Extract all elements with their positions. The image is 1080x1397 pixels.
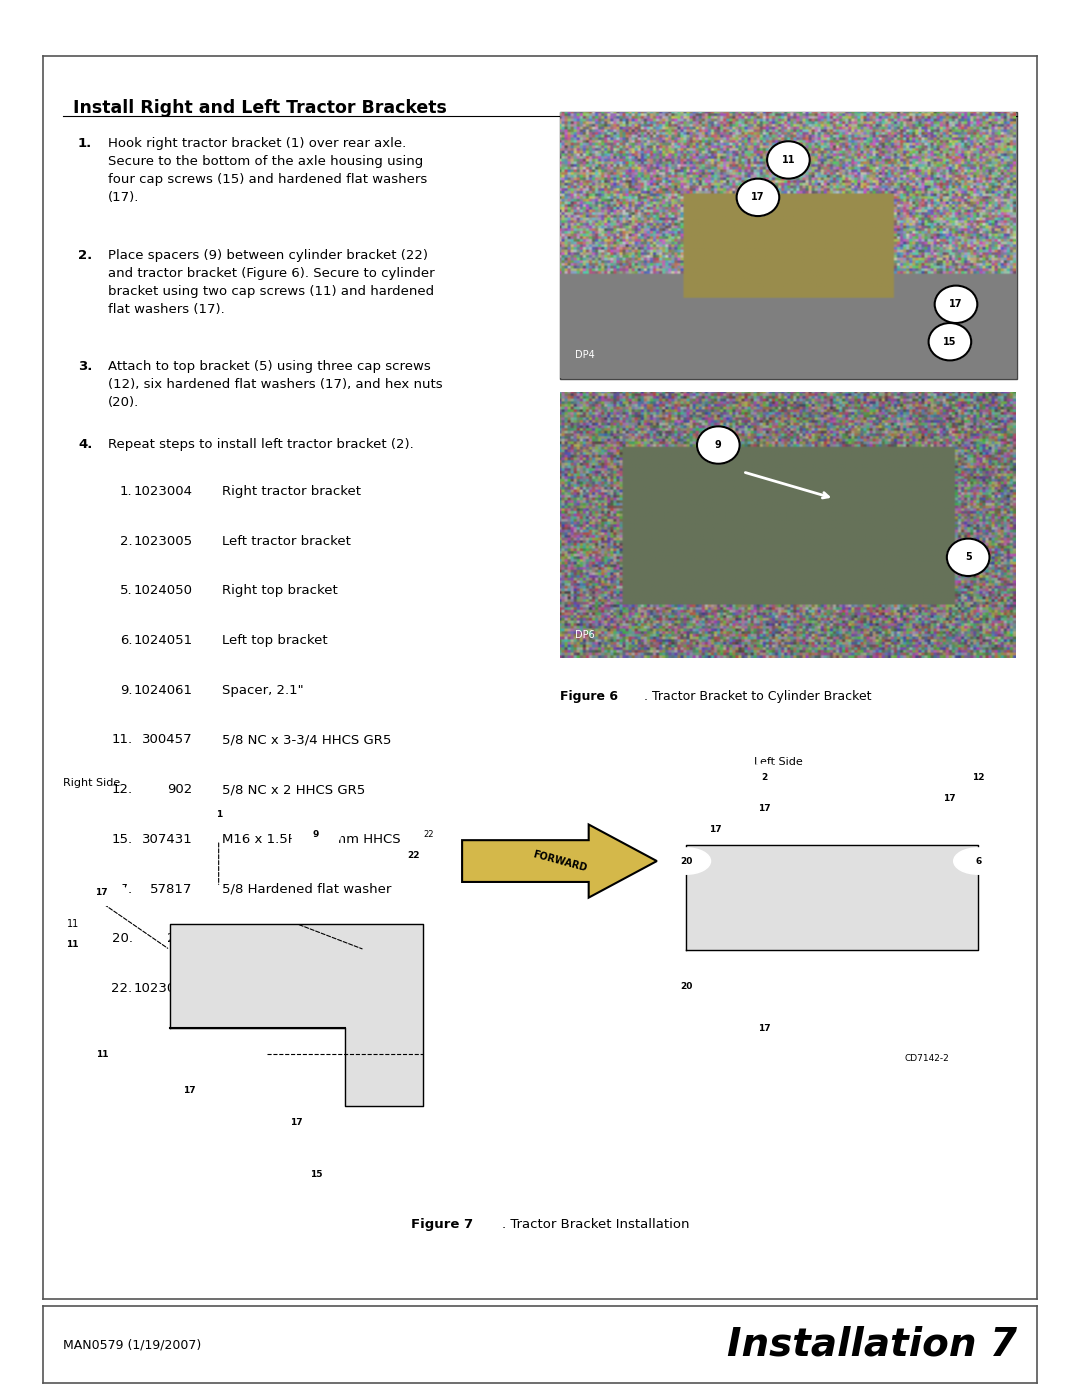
Circle shape bbox=[662, 848, 711, 875]
Circle shape bbox=[662, 974, 711, 999]
Circle shape bbox=[165, 1077, 214, 1104]
Text: 1: 1 bbox=[216, 809, 221, 819]
Text: 9: 9 bbox=[313, 830, 320, 840]
Circle shape bbox=[272, 1109, 321, 1136]
Text: CD7142-2: CD7142-2 bbox=[904, 1055, 949, 1063]
Text: Right Side: Right Side bbox=[63, 778, 120, 788]
FancyBboxPatch shape bbox=[559, 112, 1017, 379]
Text: 12.: 12. bbox=[111, 784, 133, 796]
Text: 300457: 300457 bbox=[141, 733, 192, 746]
Text: Repeat steps to install left tractor bracket (2).: Repeat steps to install left tractor bra… bbox=[108, 437, 414, 451]
Text: DP4: DP4 bbox=[576, 351, 595, 360]
Text: 11: 11 bbox=[67, 919, 79, 929]
Text: 11.: 11. bbox=[111, 733, 133, 746]
Text: 4.: 4. bbox=[78, 437, 93, 451]
Text: 17: 17 bbox=[758, 1024, 770, 1032]
Text: 1024061: 1024061 bbox=[133, 683, 192, 697]
Text: 1023005: 1023005 bbox=[133, 535, 192, 548]
Text: 57817: 57817 bbox=[150, 883, 192, 895]
Text: 1.: 1. bbox=[78, 137, 92, 149]
Text: 9: 9 bbox=[715, 440, 721, 450]
Text: . Right Tractor Bracket Installed, Bottom: . Right Tractor Bracket Installed, Botto… bbox=[645, 411, 895, 423]
Text: Right top bracket: Right top bracket bbox=[222, 584, 338, 598]
Text: FORWARD: FORWARD bbox=[531, 849, 588, 873]
Circle shape bbox=[947, 539, 989, 576]
Text: 17: 17 bbox=[708, 826, 721, 834]
Text: 12: 12 bbox=[972, 773, 985, 782]
Text: Cylinder bracket: Cylinder bracket bbox=[222, 982, 332, 995]
Text: 1024050: 1024050 bbox=[133, 584, 192, 598]
Polygon shape bbox=[170, 923, 423, 1106]
Text: 15.: 15. bbox=[111, 833, 133, 847]
Circle shape bbox=[740, 796, 788, 821]
Text: 902: 902 bbox=[167, 784, 192, 796]
Circle shape bbox=[389, 842, 437, 869]
Circle shape bbox=[737, 179, 780, 217]
Text: 1023004: 1023004 bbox=[133, 485, 192, 497]
Circle shape bbox=[78, 1041, 126, 1067]
Text: 20.: 20. bbox=[111, 932, 133, 946]
Text: Figure 6: Figure 6 bbox=[559, 690, 618, 703]
Text: 307431: 307431 bbox=[141, 833, 192, 847]
Text: . Tractor Bracket Installation: . Tractor Bracket Installation bbox=[502, 1218, 690, 1231]
Circle shape bbox=[934, 285, 977, 323]
Text: 17: 17 bbox=[943, 793, 956, 803]
Text: 5/8 NC x 3-3/4 HHCS GR5: 5/8 NC x 3-3/4 HHCS GR5 bbox=[222, 733, 391, 746]
Text: Figure 7: Figure 7 bbox=[410, 1218, 473, 1231]
Text: 3.: 3. bbox=[78, 360, 93, 373]
Text: M16 x 1.5P x 45 mm HHCS: M16 x 1.5P x 45 mm HHCS bbox=[222, 833, 401, 847]
Polygon shape bbox=[686, 845, 978, 950]
Text: 20: 20 bbox=[680, 982, 692, 990]
Text: 2.: 2. bbox=[78, 249, 92, 261]
Text: MAN0579 (1/19/2007): MAN0579 (1/19/2007) bbox=[63, 1338, 201, 1351]
Text: 22: 22 bbox=[423, 830, 434, 840]
Text: Hook right tractor bracket (1) over rear axle.
Secure to the bottom of the axle : Hook right tractor bracket (1) over rear… bbox=[108, 137, 427, 204]
Text: Place spacers (9) between cylinder bracket (22)
and tractor bracket (Figure 6). : Place spacers (9) between cylinder brack… bbox=[108, 249, 434, 316]
Circle shape bbox=[740, 1016, 788, 1041]
Text: 2.: 2. bbox=[120, 535, 133, 548]
Text: 5/8 NC x 2 HHCS GR5: 5/8 NC x 2 HHCS GR5 bbox=[222, 784, 365, 796]
Text: Attach to top bracket (5) using three cap screws
(12), six hardened flat washers: Attach to top bracket (5) using three ca… bbox=[108, 360, 443, 409]
Text: Left Side: Left Side bbox=[754, 757, 802, 767]
Circle shape bbox=[954, 764, 1002, 791]
Text: 17: 17 bbox=[752, 193, 765, 203]
Text: DP6: DP6 bbox=[576, 630, 595, 640]
Text: 11: 11 bbox=[66, 940, 79, 949]
Text: 1.: 1. bbox=[120, 485, 133, 497]
Text: 17: 17 bbox=[758, 805, 770, 813]
Circle shape bbox=[767, 141, 810, 179]
Text: 17.: 17. bbox=[111, 883, 133, 895]
Text: Right tractor bracket: Right tractor bracket bbox=[222, 485, 361, 497]
Circle shape bbox=[691, 817, 740, 842]
Text: 1024051: 1024051 bbox=[133, 634, 192, 647]
Text: 11: 11 bbox=[782, 155, 795, 165]
Text: 17: 17 bbox=[184, 1087, 195, 1095]
Text: 15: 15 bbox=[943, 337, 957, 346]
Text: 5/8 Hardened flat washer: 5/8 Hardened flat washer bbox=[222, 883, 391, 895]
Circle shape bbox=[49, 932, 97, 958]
Text: 20: 20 bbox=[680, 856, 692, 866]
Circle shape bbox=[194, 800, 243, 827]
Text: 15: 15 bbox=[310, 1169, 322, 1179]
Text: Left tractor bracket: Left tractor bracket bbox=[222, 535, 351, 548]
Text: 5/8 NC Hex nut: 5/8 NC Hex nut bbox=[222, 932, 323, 946]
Circle shape bbox=[292, 821, 340, 848]
Text: Figure 5: Figure 5 bbox=[559, 411, 618, 423]
Text: 1: 1 bbox=[216, 810, 221, 819]
Text: 6: 6 bbox=[975, 856, 982, 866]
Circle shape bbox=[78, 879, 126, 905]
Text: 2: 2 bbox=[760, 773, 767, 782]
Text: 1023001: 1023001 bbox=[133, 982, 192, 995]
Text: 17: 17 bbox=[291, 1118, 302, 1126]
Circle shape bbox=[924, 785, 973, 812]
Circle shape bbox=[292, 1161, 340, 1187]
Text: Installation 7: Installation 7 bbox=[727, 1326, 1017, 1363]
Text: 11: 11 bbox=[95, 1049, 108, 1059]
Text: 22.: 22. bbox=[111, 982, 133, 995]
Text: . Tractor Bracket to Cylinder Bracket: . Tractor Bracket to Cylinder Bracket bbox=[645, 690, 872, 703]
Text: Left top bracket: Left top bracket bbox=[222, 634, 327, 647]
Text: Spacer, 2.1": Spacer, 2.1" bbox=[222, 683, 303, 697]
Text: 17: 17 bbox=[949, 299, 962, 309]
Text: 6.: 6. bbox=[120, 634, 133, 647]
Text: 5.: 5. bbox=[120, 584, 133, 598]
